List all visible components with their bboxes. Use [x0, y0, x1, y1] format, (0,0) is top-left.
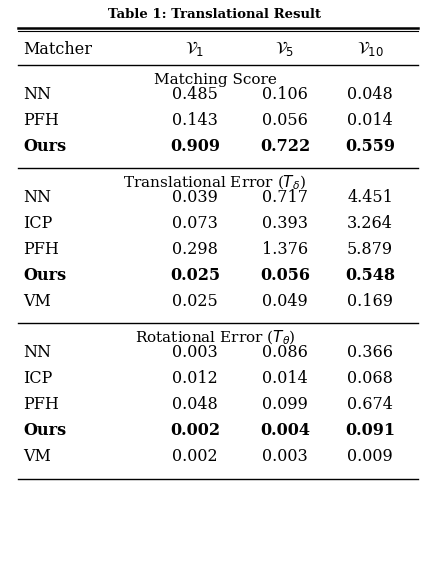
Text: NN: NN — [23, 86, 51, 103]
Text: Table 1: Translational Result: Table 1: Translational Result — [108, 7, 322, 20]
Text: 0.048: 0.048 — [347, 86, 393, 103]
Text: 0.009: 0.009 — [347, 448, 393, 465]
Text: 4.451: 4.451 — [347, 189, 393, 206]
Text: 0.674: 0.674 — [347, 396, 393, 413]
Text: Translational Error ($T_\delta$): Translational Error ($T_\delta$) — [123, 174, 307, 192]
Text: $\mathcal{V}_{10}$: $\mathcal{V}_{10}$ — [356, 39, 384, 59]
Text: 0.909: 0.909 — [170, 138, 220, 155]
Text: Ours: Ours — [23, 138, 66, 155]
Text: 0.559: 0.559 — [345, 138, 395, 155]
Text: Ours: Ours — [23, 267, 66, 284]
Text: $\mathcal{V}_5$: $\mathcal{V}_5$ — [276, 39, 295, 59]
Text: VM: VM — [23, 293, 51, 310]
Text: VM: VM — [23, 448, 51, 465]
Text: 0.003: 0.003 — [262, 448, 308, 465]
Text: PFH: PFH — [23, 241, 59, 258]
Text: 0.012: 0.012 — [172, 370, 218, 387]
Text: 0.025: 0.025 — [170, 267, 220, 284]
Text: 0.717: 0.717 — [262, 189, 308, 206]
Text: Matcher: Matcher — [23, 41, 92, 58]
Text: 0.056: 0.056 — [260, 267, 310, 284]
Text: 0.143: 0.143 — [172, 112, 218, 129]
Text: PFH: PFH — [23, 112, 59, 129]
Text: 1.376: 1.376 — [262, 241, 308, 258]
Text: 0.086: 0.086 — [262, 344, 308, 361]
Text: 0.169: 0.169 — [347, 293, 393, 310]
Text: 0.393: 0.393 — [262, 215, 308, 232]
Text: 0.485: 0.485 — [172, 86, 218, 103]
Text: 0.068: 0.068 — [347, 370, 393, 387]
Text: 0.091: 0.091 — [345, 422, 395, 439]
Text: 0.039: 0.039 — [172, 189, 218, 206]
Text: 0.106: 0.106 — [262, 86, 308, 103]
Text: $\mathcal{V}_1$: $\mathcal{V}_1$ — [185, 39, 205, 59]
Text: 0.002: 0.002 — [172, 448, 218, 465]
Text: 0.548: 0.548 — [345, 267, 395, 284]
Text: 0.004: 0.004 — [260, 422, 310, 439]
Text: 0.099: 0.099 — [262, 396, 308, 413]
Text: 0.298: 0.298 — [172, 241, 218, 258]
Text: 0.366: 0.366 — [347, 344, 393, 361]
Text: 0.025: 0.025 — [172, 293, 218, 310]
Text: 0.073: 0.073 — [172, 215, 218, 232]
Text: 0.003: 0.003 — [172, 344, 218, 361]
Text: Rotational Error ($T_\theta$): Rotational Error ($T_\theta$) — [135, 329, 295, 347]
Text: 3.264: 3.264 — [347, 215, 393, 232]
Text: PFH: PFH — [23, 396, 59, 413]
Text: 0.014: 0.014 — [347, 112, 393, 129]
Text: Matching Score: Matching Score — [154, 73, 276, 87]
Text: 0.048: 0.048 — [172, 396, 218, 413]
Text: 5.879: 5.879 — [347, 241, 393, 258]
Text: 0.002: 0.002 — [170, 422, 220, 439]
Text: 0.722: 0.722 — [260, 138, 310, 155]
Text: 0.049: 0.049 — [262, 293, 308, 310]
Text: Ours: Ours — [23, 422, 66, 439]
Text: ICP: ICP — [23, 370, 52, 387]
Text: NN: NN — [23, 344, 51, 361]
Text: 0.056: 0.056 — [262, 112, 308, 129]
Text: 0.014: 0.014 — [262, 370, 308, 387]
Text: NN: NN — [23, 189, 51, 206]
Text: ICP: ICP — [23, 215, 52, 232]
